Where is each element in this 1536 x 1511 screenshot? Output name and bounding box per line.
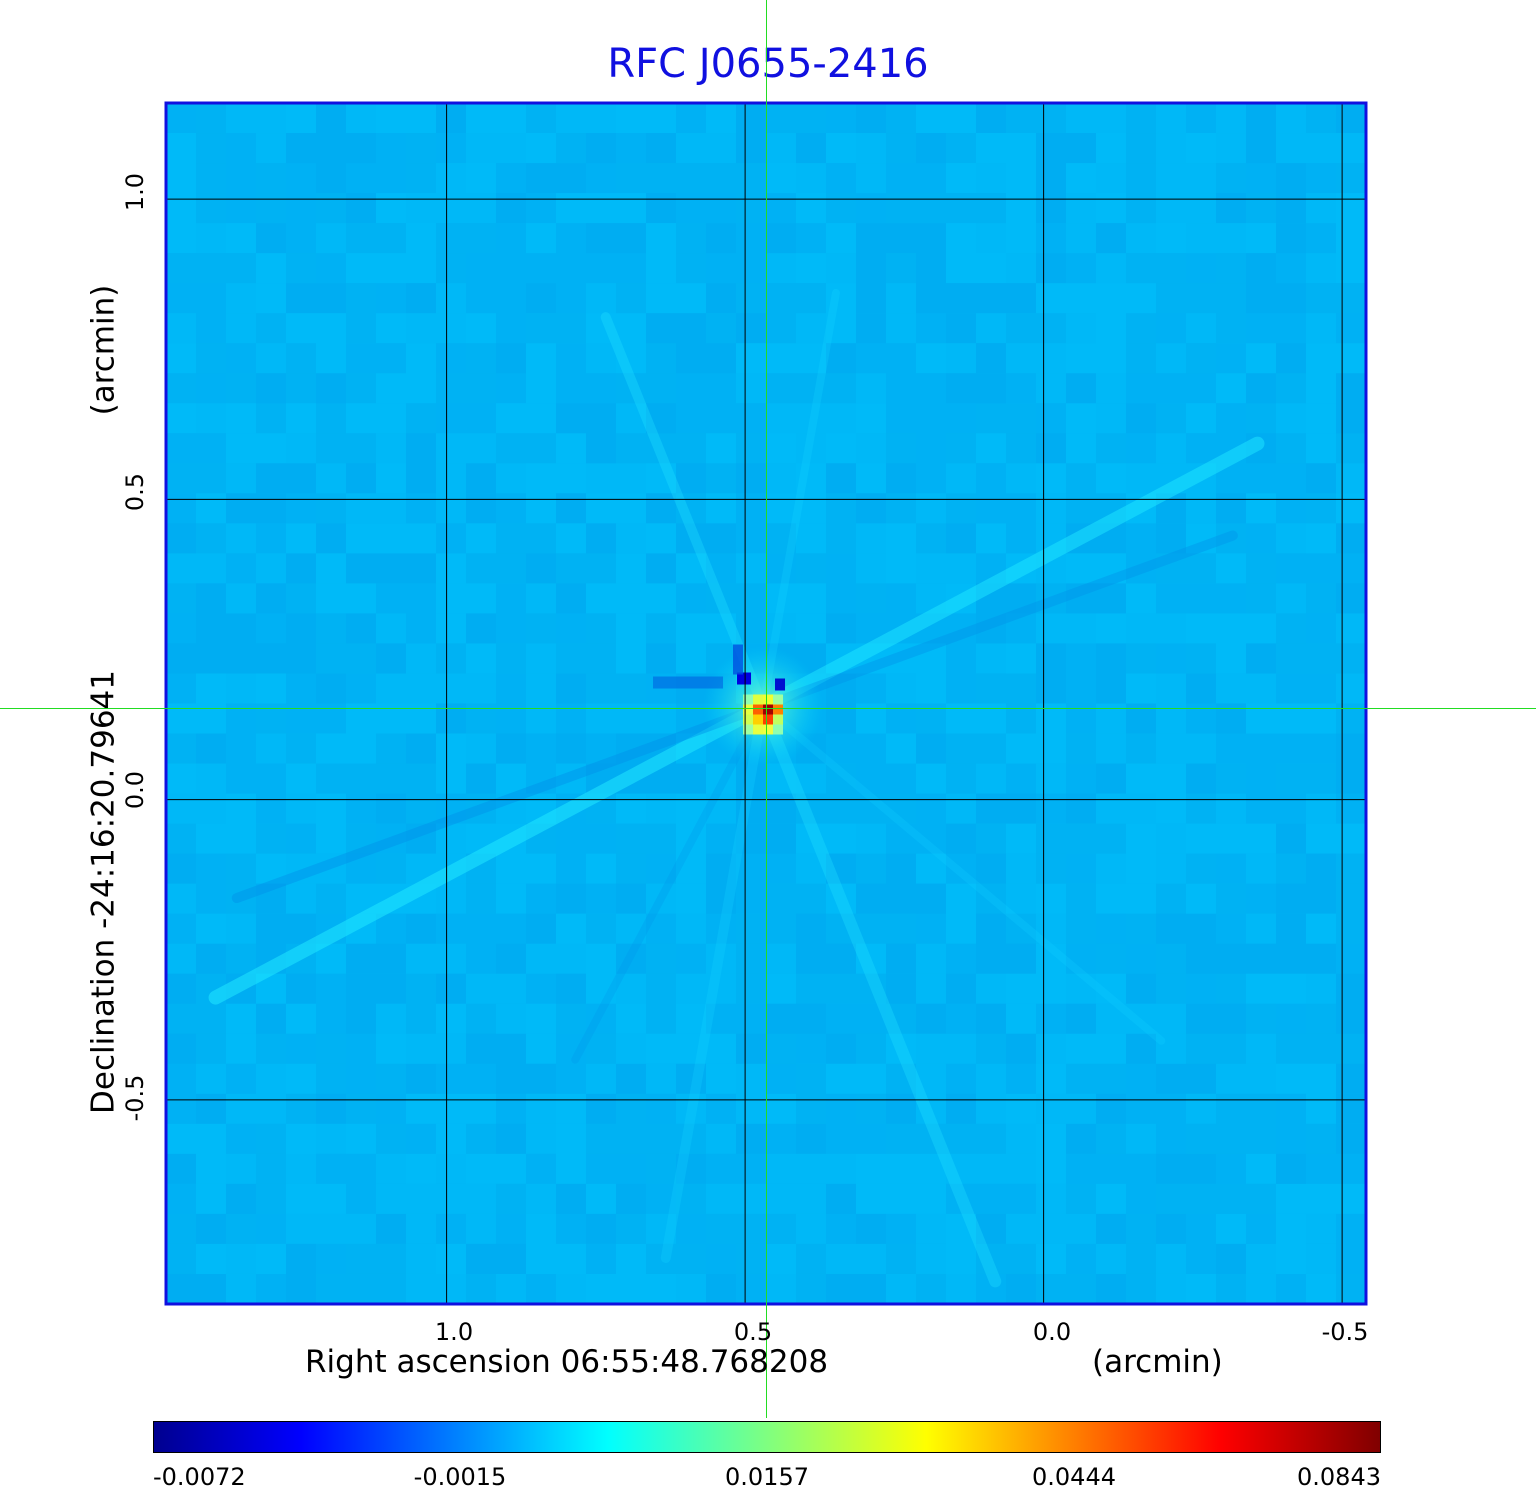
x-tick-label: -0.5 — [1321, 1318, 1369, 1346]
x-axis-unit: (arcmin) — [1092, 1344, 1223, 1380]
colorbar-tick-label: 0.0444 — [1032, 1463, 1116, 1491]
colorbar-tick-label: 0.0157 — [725, 1463, 809, 1491]
source-pixel — [773, 714, 784, 725]
sidelobe-streak — [600, 312, 769, 712]
colorbar-tick-label: -0.0015 — [413, 1463, 507, 1491]
source-pixel — [773, 724, 784, 735]
source-pixel — [743, 724, 754, 735]
colorbar-tick-label: -0.0072 — [153, 1463, 246, 1491]
chart-title: RFC J0655-2416 — [607, 41, 929, 87]
source-pixel — [763, 704, 774, 715]
source-pixel — [753, 704, 764, 715]
sidelobe-streak — [756, 436, 1265, 714]
source-pixel — [763, 694, 774, 705]
y-axis-unit: (arcmin) — [85, 284, 122, 416]
source-pixel — [743, 714, 754, 725]
sidelobe-streak — [571, 702, 768, 1064]
colorbar — [153, 1421, 1381, 1453]
source-pixel — [743, 704, 754, 715]
x-axis-label: Right ascension 06:55:48.768208 — [305, 1344, 829, 1380]
source-pixel — [773, 694, 784, 705]
source-pixel — [753, 714, 764, 725]
crosshair-vertical — [766, 0, 767, 1418]
x-tick-label: 0.5 — [733, 1318, 773, 1346]
sidelobe-streak — [759, 702, 1166, 1045]
source-pixel — [763, 714, 774, 725]
source-pixel — [753, 694, 764, 705]
source-core — [653, 644, 824, 767]
y-tick-label: 0.0 — [121, 770, 149, 810]
negative-pixel — [733, 644, 744, 675]
colorbar-tick-label: 0.0843 — [1297, 1463, 1381, 1491]
source-pixel — [773, 704, 784, 715]
sidelobe-streak — [758, 530, 1238, 712]
sidelobe-streaks — [208, 288, 1265, 1288]
sidelobe-streak — [757, 700, 1002, 1288]
negative-pixel — [653, 676, 724, 689]
sidelobe-streak — [660, 701, 769, 1263]
y-axis-label: Declination -24:16:20.79641 — [85, 670, 122, 1114]
source-pixel — [743, 694, 754, 705]
y-tick-label: -0.5 — [121, 1074, 149, 1122]
sidelobe-streak — [231, 701, 769, 904]
sidelobe-streak — [208, 699, 771, 1005]
noise-texture — [166, 103, 1366, 1304]
x-tick-label: 0.0 — [1032, 1318, 1072, 1346]
negative-pixel — [737, 672, 752, 685]
crosshair-horizontal — [0, 708, 1536, 709]
source-pixel — [753, 724, 764, 735]
y-tick-label: 0.5 — [121, 472, 149, 512]
x-tick-label: 1.0 — [434, 1318, 474, 1346]
source-pixel — [763, 724, 774, 735]
negative-pixel — [775, 678, 786, 691]
y-tick-label: 1.0 — [121, 172, 149, 212]
colorbar-gradient — [154, 1422, 1380, 1452]
